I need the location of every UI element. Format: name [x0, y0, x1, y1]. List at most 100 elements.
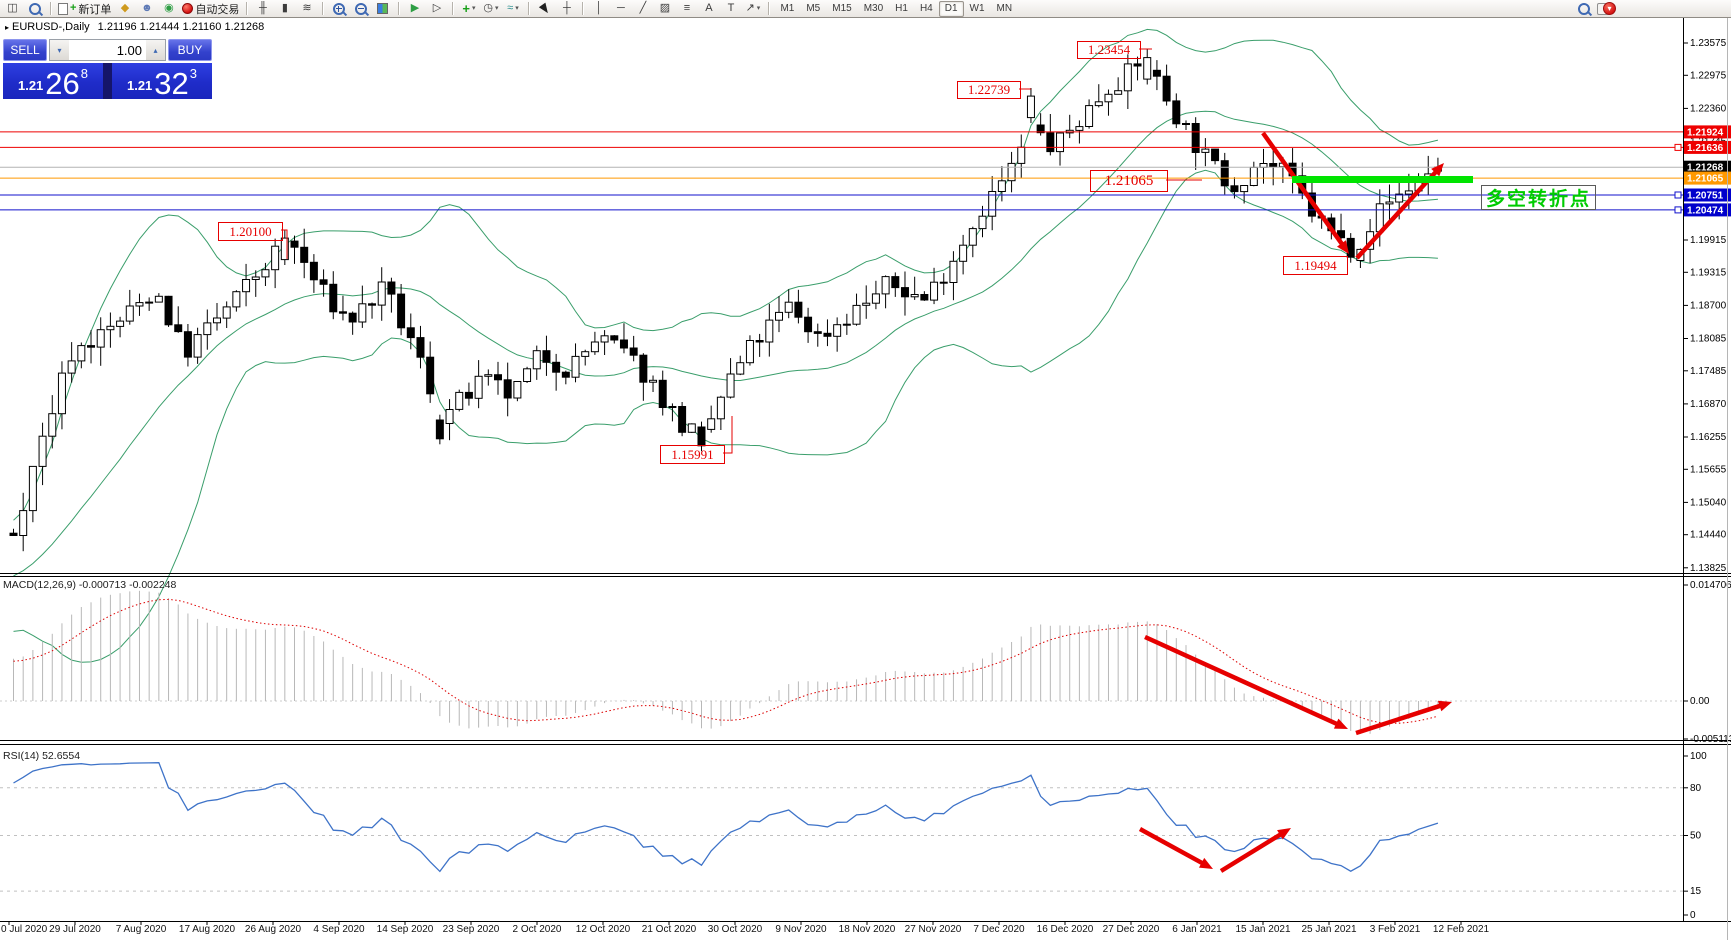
- timeframe-d1-button[interactable]: D1: [938, 0, 964, 17]
- search-button[interactable]: [1573, 1, 1594, 16]
- bar-chart-button[interactable]: ╫: [252, 1, 273, 16]
- horizontal-line-icon: ─: [617, 2, 625, 14]
- candle-body: [77, 345, 86, 362]
- buy-price-sup: 3: [189, 66, 198, 81]
- toolbar-separator: [50, 2, 51, 15]
- line-chart-button[interactable]: ≋: [296, 1, 317, 16]
- auto-scroll-button[interactable]: ▶: [404, 1, 425, 16]
- candle-body: [910, 294, 919, 298]
- zoom-in-button[interactable]: [328, 1, 349, 16]
- crosshair-button[interactable]: ┼: [556, 1, 577, 16]
- candle-body: [251, 276, 260, 280]
- candle-body: [997, 180, 1006, 193]
- indicators-button[interactable]: + ▾: [458, 1, 479, 16]
- date-axis[interactable]: 0 Jul 2020 29 Jul 2020 7 Aug 2020 17 Aug 20…: [0, 924, 1731, 938]
- price-badge: [1684, 140, 1731, 154]
- notifications-button[interactable]: ▾: [1595, 1, 1731, 16]
- autotrade-button[interactable]: 自动交易: [180, 1, 241, 16]
- axis-tick-label: 1.21924: [1687, 127, 1724, 138]
- periods-button[interactable]: ◷ ▾: [480, 1, 501, 16]
- candle-body: [106, 325, 115, 331]
- timeframe-mn-button[interactable]: MN: [996, 3, 1013, 14]
- volume-decrease-button[interactable]: ▾: [50, 40, 69, 60]
- timeframe-h4-button[interactable]: H4: [919, 3, 933, 14]
- line-handle: [1674, 206, 1682, 214]
- text-label-button[interactable]: T: [720, 1, 741, 16]
- volume-increase-button[interactable]: ▴: [146, 40, 165, 60]
- timeframe-h1-button[interactable]: H1: [895, 3, 908, 14]
- chevron-down-icon: ▾: [494, 5, 499, 12]
- candle-body: [474, 375, 483, 399]
- candlestick-icon: ▮: [281, 2, 288, 14]
- price-annotation[interactable]: 1.19494: [1283, 256, 1348, 275]
- candle-body: [145, 301, 154, 304]
- sell-price-display[interactable]: 1.21 26 8: [3, 63, 103, 99]
- new-order-button[interactable]: + 新订单: [56, 1, 113, 16]
- annotation-connector: [723, 416, 733, 454]
- horizontal-line-button[interactable]: ─: [610, 1, 631, 16]
- chevron-down-icon: ▾: [756, 5, 761, 12]
- candle-body: [978, 215, 987, 230]
- arrows-button[interactable]: ↗ ▾: [742, 1, 763, 16]
- timeframe-m1-button[interactable]: M1: [780, 3, 795, 14]
- tile-windows-button[interactable]: [372, 1, 393, 16]
- price-annotation[interactable]: 1.22739: [957, 81, 1021, 99]
- cleanup-button[interactable]: ◆: [114, 1, 135, 16]
- trendline-button[interactable]: ╱: [632, 1, 653, 16]
- buy-button[interactable]: BUY: [168, 39, 212, 61]
- candle-body: [435, 419, 444, 440]
- axis-tick-label: 1.22975: [1690, 70, 1727, 81]
- templates-button[interactable]: ≈ ▾: [502, 1, 523, 16]
- timeframe-m5-button[interactable]: M5: [806, 3, 821, 14]
- text-button[interactable]: A: [698, 1, 719, 16]
- timeframe-m15-button[interactable]: M15: [832, 3, 852, 14]
- volume-input[interactable]: [69, 40, 146, 60]
- charts-window-button[interactable]: ◫: [7, 2, 18, 14]
- axis-tick-label: 100: [1690, 751, 1707, 762]
- chart-shift-button[interactable]: ▷: [426, 1, 447, 16]
- axis-tick-label: 1.13825: [1690, 563, 1727, 574]
- candle-body: [1075, 126, 1084, 131]
- buy-price-prefix: 1.21: [126, 78, 153, 93]
- vertical-line-button[interactable]: │: [588, 1, 609, 16]
- price-annotation[interactable]: 1.20100: [218, 222, 283, 241]
- candle-body: [852, 304, 861, 325]
- profile-button[interactable]: ☻: [136, 1, 157, 16]
- candle-body: [358, 303, 367, 323]
- pivot-note-label[interactable]: 多空转折点: [1481, 185, 1596, 210]
- candle-body: [920, 294, 929, 301]
- axis-tick-label: 1.20751: [1687, 191, 1724, 202]
- candle-body: [629, 347, 638, 356]
- cursor-button[interactable]: [534, 1, 555, 16]
- candle-body: [96, 329, 105, 348]
- candle-body: [823, 332, 832, 337]
- price-annotation[interactable]: 1.21065: [1090, 170, 1168, 192]
- candlestick-chart-button[interactable]: ▮: [274, 1, 295, 16]
- magnifier-icon: [28, 2, 41, 15]
- tile-windows-icon: [377, 3, 389, 14]
- price-annotation[interactable]: 1.15991: [660, 445, 725, 464]
- date-label: 3 Feb 2021: [1369, 924, 1421, 935]
- buy-price-display[interactable]: 1.21 32 3: [112, 63, 212, 99]
- sell-button[interactable]: SELL: [3, 39, 47, 61]
- equidistant-channel-button[interactable]: ▨: [654, 1, 675, 16]
- rsi-line: [13, 762, 1439, 873]
- signal-button[interactable]: ◉: [158, 1, 179, 16]
- chevron-down-icon: ▾: [471, 5, 476, 12]
- fibonacci-button[interactable]: ≡: [676, 1, 697, 16]
- price-annotation[interactable]: 1.23454: [1077, 41, 1141, 59]
- candle-body: [261, 269, 270, 278]
- timeframe-w1-button[interactable]: W1: [969, 3, 985, 14]
- date-label: 4 Sep 2020: [313, 924, 365, 935]
- axis-tick-label: -0.005113: [1690, 734, 1731, 745]
- price-badge: [1684, 203, 1731, 217]
- zoom-out-button[interactable]: [350, 1, 371, 16]
- candle-body: [1211, 148, 1220, 162]
- print-preview-button[interactable]: [24, 1, 45, 16]
- timeframe-m30-button[interactable]: M30: [863, 3, 884, 14]
- date-label: 30 Oct 2020: [707, 924, 763, 935]
- axis-tick-label: 1.18700: [1690, 300, 1727, 311]
- zoom-out-icon: [354, 2, 367, 15]
